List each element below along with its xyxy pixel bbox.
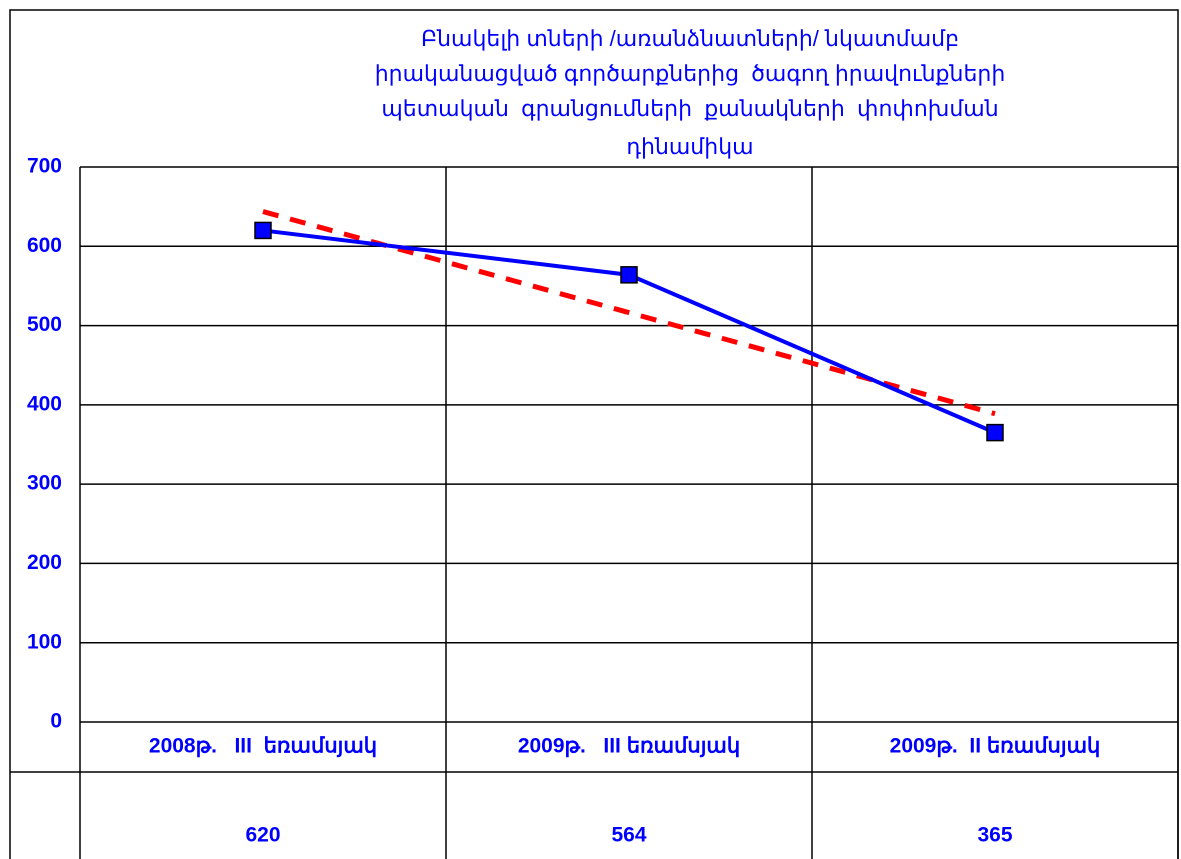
- y-tick-label: 600: [27, 234, 62, 257]
- x-tick-label: 2008թ. III եռամսյակ: [149, 735, 377, 758]
- chart-frame: [9, 9, 1179, 859]
- y-tick-label: 400: [27, 392, 62, 415]
- y-tick-label: 700: [27, 155, 62, 178]
- marker: [254, 221, 272, 240]
- x-tick-label: 2009թ. II եռամսյակ: [890, 735, 1101, 758]
- table-value: 620: [245, 824, 280, 847]
- y-tick-label: 500: [27, 313, 62, 336]
- y-tick-label: 0: [50, 710, 62, 733]
- y-tick-label: 200: [27, 551, 62, 574]
- marker: [986, 423, 1004, 442]
- y-tick-label: 300: [27, 472, 62, 495]
- chart-title: իրականացված գործարքներից ծագող իրավունքն…: [375, 61, 1006, 86]
- y-tick-label: 100: [27, 630, 62, 653]
- chart-title: Բնակելի տների /առանձնատների/ նկատմամբ: [421, 26, 959, 51]
- table-value: 365: [977, 824, 1012, 847]
- marker: [620, 266, 638, 284]
- x-tick-label: 2009թ. III եռամսյակ: [518, 735, 740, 758]
- chart-title: դինամիկա: [626, 134, 753, 159]
- chart-title: պետական գրանցումների քանակների փոփոխման: [381, 96, 998, 121]
- table-value: 564: [611, 824, 646, 847]
